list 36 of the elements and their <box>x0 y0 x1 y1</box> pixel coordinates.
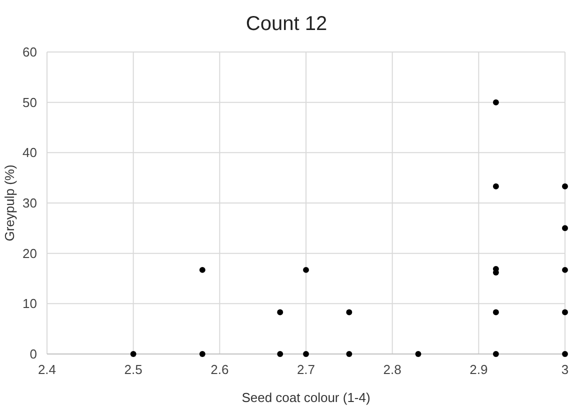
point <box>199 351 206 357</box>
point <box>562 266 568 273</box>
point <box>277 351 284 357</box>
point <box>130 351 136 357</box>
x-tick-label: 3 <box>561 362 569 377</box>
point <box>415 351 422 357</box>
y-tick-label: 30 <box>22 196 37 210</box>
point <box>492 99 499 106</box>
point <box>346 309 352 316</box>
point <box>277 309 284 316</box>
point <box>199 266 206 273</box>
chart-title: Count 12 <box>246 13 328 35</box>
y-tick-label: 20 <box>22 246 37 261</box>
point <box>492 351 499 357</box>
point <box>303 266 309 273</box>
x-tick-label: 2.5 <box>124 362 142 377</box>
x-tick-label: 2.9 <box>470 362 488 377</box>
point <box>562 351 568 357</box>
x-axis-title: Seed coat colour (1-4) <box>242 390 370 405</box>
x-tick-label: 2.8 <box>383 362 402 377</box>
y-tick-label: 10 <box>22 296 37 312</box>
point <box>562 183 568 190</box>
y-axis-title: Greypulp (%) <box>2 164 17 242</box>
y-tick-label: 60 <box>22 44 37 60</box>
point <box>562 309 568 316</box>
x-tick-label: 2.4 <box>38 362 56 377</box>
y-tick-label: 0 <box>30 346 37 362</box>
x-tick-label: 2.6 <box>210 362 229 377</box>
point <box>492 309 499 316</box>
point <box>562 225 568 232</box>
point <box>492 183 499 190</box>
x-tick-label: 2.7 <box>296 362 316 377</box>
point <box>303 351 309 357</box>
point <box>346 351 352 357</box>
y-tick-label: 40 <box>22 145 37 160</box>
y-tick-label: 50 <box>22 94 37 110</box>
